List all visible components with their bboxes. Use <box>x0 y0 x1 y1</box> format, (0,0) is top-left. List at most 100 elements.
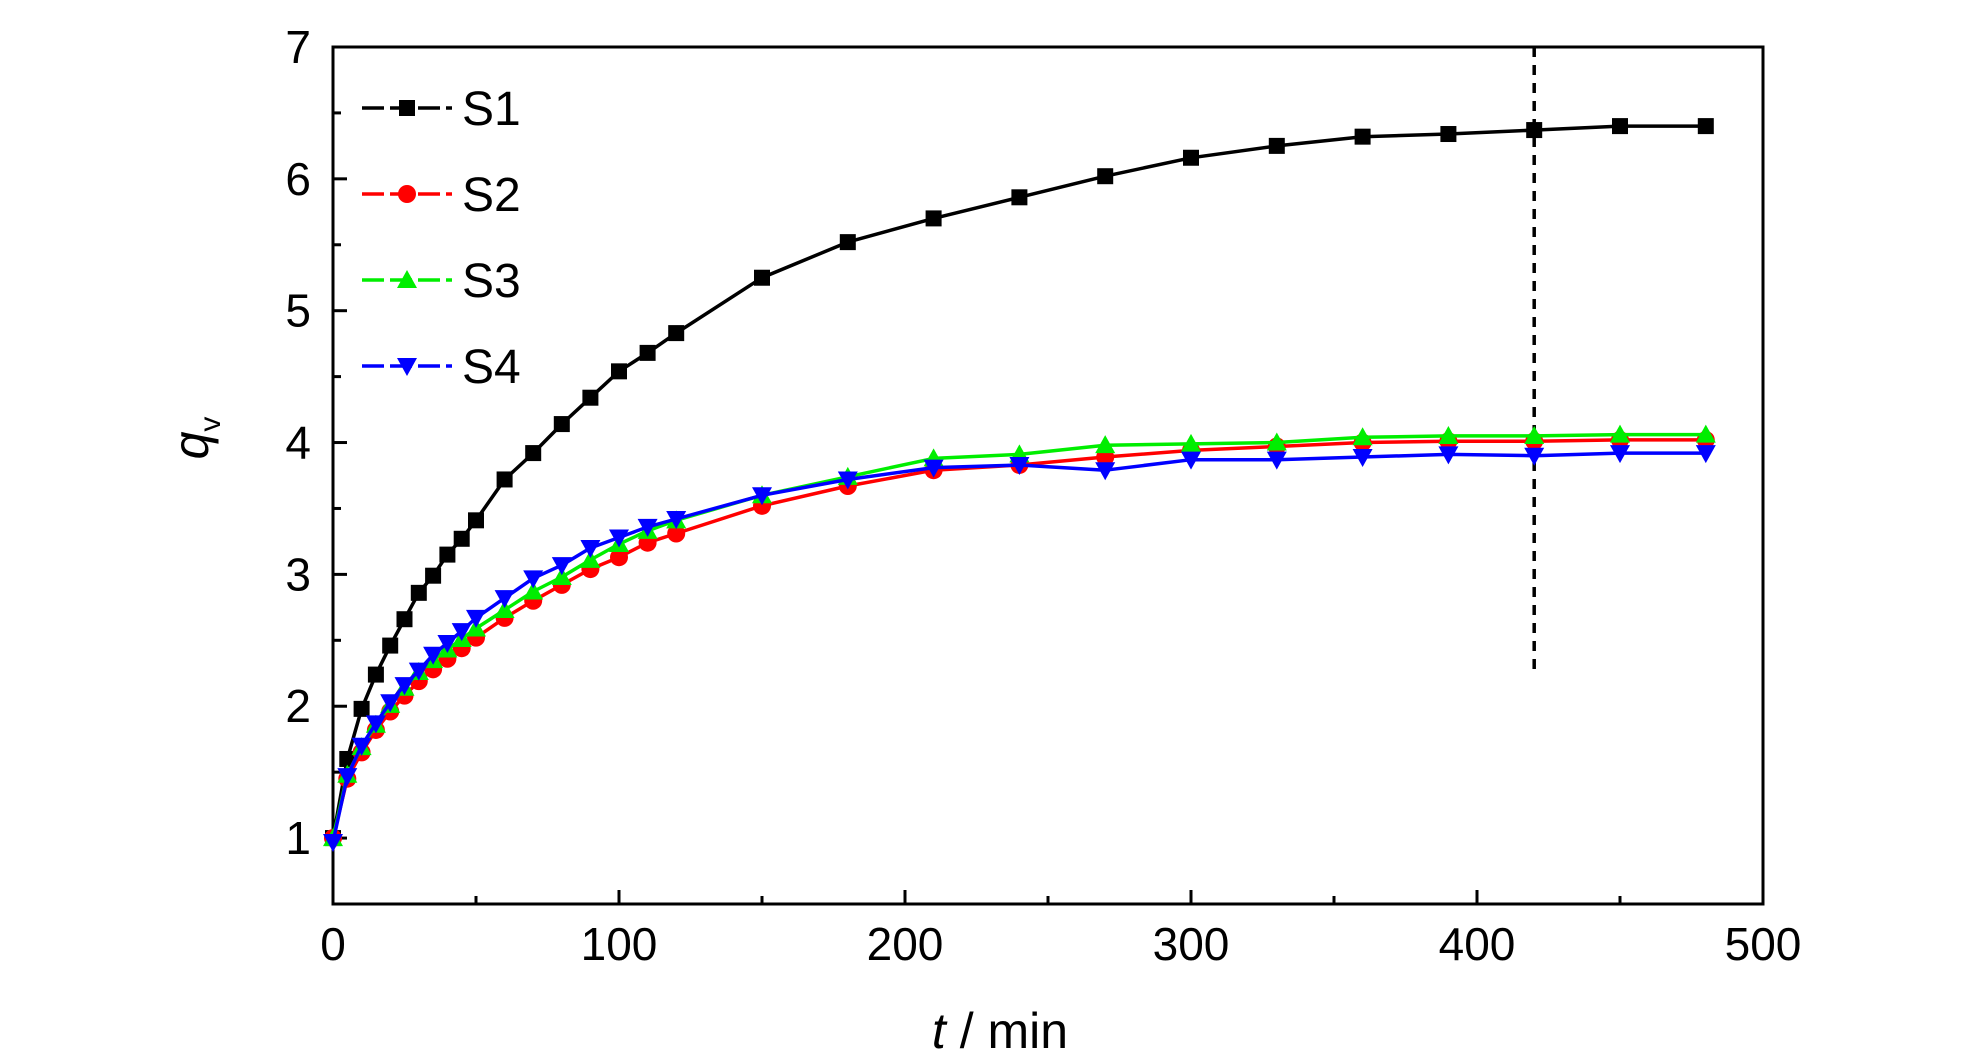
data-point <box>923 459 944 478</box>
data-point <box>551 567 572 586</box>
data-point <box>1610 424 1630 443</box>
data-point <box>396 611 413 628</box>
data-point <box>351 737 372 756</box>
data-point <box>637 518 658 537</box>
data-point <box>523 581 544 600</box>
data-point <box>451 623 472 642</box>
data-point <box>337 768 358 787</box>
series-S3 <box>323 424 1716 847</box>
series-S2 <box>324 430 1715 848</box>
axes: 0 100 200 300 400 500 1 2 3 4 5 6 7 <box>285 21 1801 970</box>
y-tick-label: 6 <box>285 153 311 205</box>
x-axis-unit: / min <box>946 1003 1068 1059</box>
data-point <box>439 546 456 563</box>
data-point <box>582 389 599 406</box>
data-point <box>1610 445 1630 464</box>
x-tick-label: 400 <box>1439 918 1516 970</box>
x-tick-label: 500 <box>1725 918 1802 970</box>
data-point <box>1181 451 1201 470</box>
data-point <box>551 557 572 576</box>
data-point <box>494 599 515 618</box>
legend: S1 S2 S3 S4 <box>362 83 521 394</box>
data-point <box>639 344 656 361</box>
data-point <box>1183 149 1199 166</box>
data-point <box>1526 122 1543 139</box>
data-point <box>553 416 570 433</box>
data-point <box>1095 462 1116 481</box>
legend-marker <box>397 358 417 376</box>
legend-label: S4 <box>462 341 521 394</box>
data-point <box>609 529 629 548</box>
legend-entry: S4 <box>362 341 521 394</box>
data-point <box>353 700 370 717</box>
series-layer <box>323 118 1716 853</box>
data-point <box>1095 435 1116 454</box>
y-tick-label: 4 <box>285 417 311 469</box>
data-point <box>1354 128 1371 145</box>
data-point <box>1524 425 1545 444</box>
data-point <box>1181 433 1201 452</box>
y-tick-label: 1 <box>285 812 311 864</box>
data-point <box>1352 427 1373 446</box>
x-axis-variable: t <box>932 1003 948 1059</box>
y-tick-label: 3 <box>285 548 311 600</box>
data-point <box>839 234 856 251</box>
legend-marker <box>397 270 417 288</box>
y-tick-label: 5 <box>285 285 311 337</box>
x-axis-title: t / min <box>932 1003 1068 1059</box>
data-point <box>580 540 601 559</box>
data-point <box>1695 445 1716 464</box>
y-tick-label: 2 <box>285 680 311 732</box>
y-axis-variable: q <box>163 431 219 459</box>
plot-frame <box>331 45 1765 906</box>
data-point <box>580 549 601 568</box>
series-S4 <box>323 445 1716 853</box>
data-point <box>1011 189 1028 206</box>
x-tick-label: 100 <box>581 918 658 970</box>
series-line <box>331 438 1706 839</box>
data-point <box>367 666 384 683</box>
x-tick-label: 300 <box>1153 918 1230 970</box>
data-point <box>437 634 458 653</box>
data-point <box>410 584 427 601</box>
data-point <box>1438 425 1459 444</box>
x-tick-label: 0 <box>320 918 346 970</box>
data-point <box>667 524 686 543</box>
data-point <box>1697 118 1714 135</box>
data-point <box>394 677 415 696</box>
data-point <box>1097 168 1114 185</box>
legend-label: S1 <box>462 83 521 136</box>
y-axis-subscript: v <box>194 417 227 432</box>
data-point <box>1266 451 1287 470</box>
data-point <box>1438 446 1459 465</box>
series-line <box>331 124 1706 839</box>
y-tick-label: 7 <box>285 21 311 73</box>
legend-entry: S1 <box>362 83 521 136</box>
legend-marker <box>398 185 416 203</box>
data-point <box>494 590 515 609</box>
legend-label: S3 <box>462 255 521 308</box>
data-point <box>382 637 399 654</box>
data-point <box>837 471 858 490</box>
data-point <box>466 609 486 628</box>
data-point <box>1009 456 1030 475</box>
legend-label: S2 <box>462 169 521 222</box>
data-point <box>1268 137 1285 154</box>
data-point <box>425 567 442 584</box>
data-point <box>423 646 444 665</box>
data-point <box>323 834 343 853</box>
y-axis-title: qv <box>163 417 227 460</box>
data-point <box>1524 447 1545 466</box>
data-point <box>496 471 513 488</box>
data-point <box>453 530 470 547</box>
data-point <box>408 662 429 681</box>
data-point <box>1352 449 1373 468</box>
data-point <box>754 269 770 286</box>
data-point <box>365 715 386 734</box>
data-point <box>1266 432 1287 451</box>
data-point <box>339 750 356 767</box>
legend-entry: S3 <box>362 255 521 308</box>
data-point <box>1440 126 1457 143</box>
series-line <box>331 451 1706 843</box>
